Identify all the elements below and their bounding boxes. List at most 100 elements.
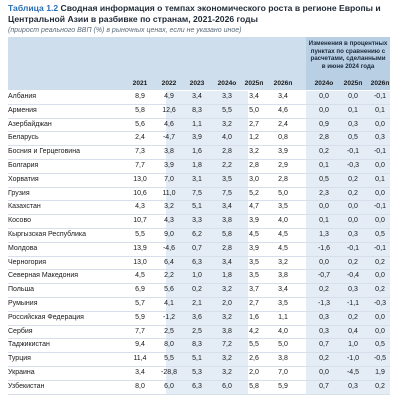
table-cell: -1,1 xyxy=(346,299,360,307)
table-row: Косово 10,7 4,3 3,3 3,8 3,9 4,0 0,1 0,0 0,0 xyxy=(8,215,390,229)
table-cell: 3,4 xyxy=(278,286,288,294)
table-cell: 3,2 xyxy=(222,355,232,363)
table-cell: 3,7 xyxy=(249,286,259,294)
table-cell: 1,1 xyxy=(278,313,288,321)
table-cell: 0,4 xyxy=(348,327,358,335)
country-name: Северная Македония xyxy=(8,272,79,280)
table-cell: 0,0 xyxy=(375,189,385,197)
table-cell: 2,7 xyxy=(249,120,259,128)
table-cell: 2,8 xyxy=(278,175,288,183)
table-cell: 0,0 xyxy=(319,258,329,266)
table-cell: 0,3 xyxy=(348,286,358,294)
table-cell: 13,0 xyxy=(133,258,147,266)
table-cell: 5,8 xyxy=(249,382,259,390)
forecast-column-shade xyxy=(166,91,248,395)
table-cell: 5,2 xyxy=(249,189,259,197)
table-cell: 0,2 xyxy=(348,175,358,183)
table-cell: 3,9 xyxy=(249,244,259,252)
table-cell: 0,0 xyxy=(375,272,385,280)
table-cell: 1,6 xyxy=(249,313,259,321)
table-cell: 1,0 xyxy=(348,341,358,349)
table-subtitle: (прирост реального ВВП (%) в рыночных це… xyxy=(8,27,242,34)
table-cell: 8,0 xyxy=(164,341,174,349)
table-cell: 3,8 xyxy=(164,148,174,156)
table-cell: 5,5 xyxy=(135,230,145,238)
table-row: Кыргызская Республика 5,5 9,0 6,2 5,8 4,5 4,5 1… xyxy=(8,229,390,243)
table-cell: 0,2 xyxy=(319,148,329,156)
table-cell: 0,0 xyxy=(348,93,358,100)
table-cell: 0,0 xyxy=(375,120,385,128)
table-cell: 0,3 xyxy=(375,134,385,142)
table-cell: 7,5 xyxy=(192,189,202,197)
table-cell: 4,5 xyxy=(249,230,259,238)
table-cell: 3,5 xyxy=(249,272,259,280)
table-cell: 1,2 xyxy=(249,134,259,142)
table-row: Узбекистан 8,0 6,0 6,3 6,0 5,8 5,9 0,7 0,3 0,2 xyxy=(8,381,390,395)
table-cell: 0,0 xyxy=(319,106,329,114)
table-cell: 4,0 xyxy=(278,327,288,335)
table-cell: 6,0 xyxy=(222,382,232,390)
table-cell: 1,6 xyxy=(192,148,202,156)
data-rows: Албания 8,9 4,9 3,4 3,3 3,4 3,4 0,0 0,0 -0,1 Армен… xyxy=(8,91,390,395)
table-cell: -4,6 xyxy=(162,244,176,252)
table-cell: 5,8 xyxy=(135,106,145,114)
table-row: Таджикистан 9,4 8,0 8,3 7,2 5,5 5,0 0,7 1,0 0,5 xyxy=(8,339,390,354)
table-cell: 3,9 xyxy=(164,161,174,169)
table-cell: -0,7 xyxy=(317,272,331,280)
table-cell: 3,2 xyxy=(222,120,232,128)
table-cell: 2,8 xyxy=(222,148,232,156)
column-header: 2021 xyxy=(132,80,148,87)
table-cell: 0,2 xyxy=(348,313,358,321)
table-cell: 3,2 xyxy=(222,313,232,321)
table-row: Северная Македония 4,5 2,2 1,0 1,8 3,5 3,8 -0,7… xyxy=(8,270,390,285)
country-name: Армения xyxy=(8,106,37,114)
table-cell: 4,3 xyxy=(164,217,174,225)
table-cell: 0,0 xyxy=(319,368,329,376)
table-cell: 3,2 xyxy=(222,286,232,294)
table-cell: 3,2 xyxy=(249,148,259,156)
table-cell: 8,9 xyxy=(135,93,145,100)
table-row: Казахстан 4,3 3,2 5,1 3,4 4,7 3,5 0,0 0,0 -0,1 xyxy=(8,201,390,216)
table-cell: 0,3 xyxy=(348,120,358,128)
table-cell: 0,0 xyxy=(375,313,385,321)
table-cell: 1,8 xyxy=(192,161,202,169)
column-header: 2025п xyxy=(343,80,363,87)
table-cell: 3,8 xyxy=(278,355,288,363)
country-name: Грузия xyxy=(8,189,30,197)
table-cell: 0,2 xyxy=(319,286,329,294)
country-name: Кыргызская Республика xyxy=(8,230,86,238)
table-cell: 1,9 xyxy=(375,368,385,376)
table-cell: 4,5 xyxy=(135,272,145,280)
table-cell: -0,1 xyxy=(373,203,387,211)
table-cell: 4,6 xyxy=(164,120,174,128)
table-cell: 6,2 xyxy=(192,230,202,238)
table-cell: 7,3 xyxy=(135,148,145,156)
table-cell: 0,7 xyxy=(192,244,202,252)
table-cell: 0,5 xyxy=(375,341,385,349)
table-cell: 0,2 xyxy=(348,189,358,197)
table-cell: 0,2 xyxy=(192,286,202,294)
table-cell: 1,0 xyxy=(192,272,202,280)
table-cell: 0,1 xyxy=(319,217,329,225)
table-cell: -4,5 xyxy=(346,368,360,376)
table-cell: 4,5 xyxy=(278,244,288,252)
table-cell: 2,4 xyxy=(135,134,145,142)
table-cell: 5,6 xyxy=(164,286,174,294)
table-cell: 3,1 xyxy=(192,175,202,183)
table-cell: 3,4 xyxy=(222,258,232,266)
table-cell: 6,0 xyxy=(164,382,174,390)
table-row: Сербия 7,7 2,5 2,5 3,8 4,2 4,0 0,3 0,4 0,0 xyxy=(8,326,390,340)
table-cell: -0,3 xyxy=(373,299,387,307)
table-cell: 5,5 xyxy=(164,355,174,363)
table-cell: 1,8 xyxy=(222,272,232,280)
table-cell: 2,9 xyxy=(278,161,288,169)
table-cell: 0,1 xyxy=(375,106,385,114)
table-cell: 4,3 xyxy=(135,203,145,211)
table-cell: 3,9 xyxy=(278,148,288,156)
table-cell: -1,3 xyxy=(317,299,331,307)
table-cell: 0,2 xyxy=(375,382,385,390)
column-header: 2024o xyxy=(217,80,237,87)
column-header: 2026п xyxy=(273,80,293,87)
table-cell: 0,0 xyxy=(375,327,385,335)
